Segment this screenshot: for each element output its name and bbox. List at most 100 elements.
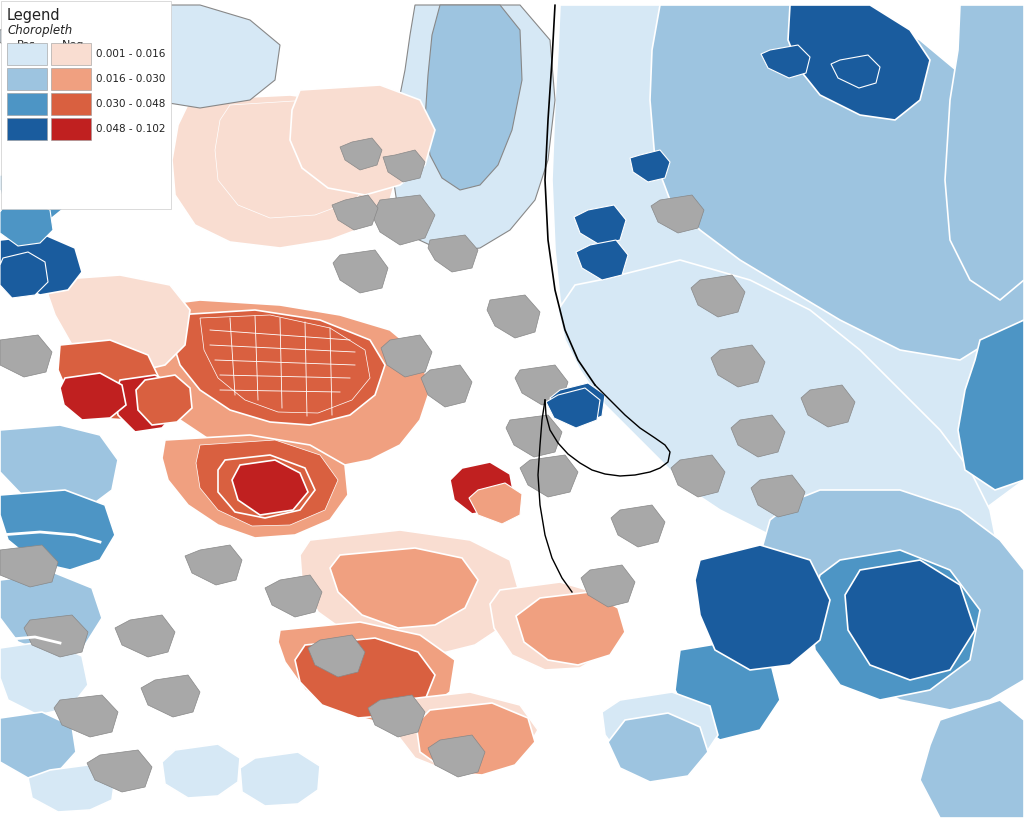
Polygon shape [751, 475, 805, 517]
Bar [7, 68, 47, 90]
Polygon shape [0, 425, 118, 510]
Polygon shape [487, 295, 540, 338]
Bar [51, 93, 91, 115]
Polygon shape [691, 275, 745, 317]
Polygon shape [552, 5, 1024, 540]
Polygon shape [760, 490, 1024, 710]
Polygon shape [172, 95, 400, 248]
Polygon shape [558, 260, 1000, 620]
Polygon shape [845, 560, 975, 680]
Polygon shape [54, 695, 118, 737]
Polygon shape [651, 195, 705, 233]
Polygon shape [172, 310, 385, 425]
Text: 0.030 - 0.048: 0.030 - 0.048 [96, 99, 165, 109]
Polygon shape [428, 735, 485, 777]
Polygon shape [506, 415, 562, 457]
Text: 0.001 - 0.016: 0.001 - 0.016 [96, 49, 165, 59]
Polygon shape [0, 170, 68, 220]
FancyBboxPatch shape [1, 1, 171, 209]
Polygon shape [115, 615, 175, 657]
Polygon shape [515, 365, 568, 405]
Polygon shape [332, 195, 378, 230]
Polygon shape [611, 505, 665, 547]
Polygon shape [290, 85, 435, 195]
Polygon shape [450, 462, 514, 514]
Bar [51, 43, 91, 65]
Text: Choropleth: Choropleth [7, 24, 73, 37]
Text: Legend: Legend [7, 8, 60, 23]
Polygon shape [141, 675, 200, 717]
Polygon shape [416, 703, 535, 775]
Polygon shape [425, 5, 522, 190]
Polygon shape [546, 388, 600, 428]
Polygon shape [390, 692, 538, 772]
Polygon shape [0, 573, 102, 655]
Polygon shape [48, 275, 190, 372]
Polygon shape [650, 5, 1024, 360]
Polygon shape [602, 692, 718, 772]
Polygon shape [520, 455, 578, 497]
Polygon shape [801, 385, 855, 427]
Bar [7, 43, 47, 65]
Polygon shape [630, 150, 670, 182]
Bar [7, 93, 47, 115]
Polygon shape [300, 530, 520, 655]
Polygon shape [0, 335, 52, 377]
Polygon shape [340, 138, 382, 170]
Polygon shape [469, 483, 522, 524]
Polygon shape [0, 712, 76, 778]
Polygon shape [278, 622, 455, 722]
Polygon shape [761, 45, 810, 78]
Polygon shape [368, 695, 425, 737]
Polygon shape [671, 455, 725, 497]
Polygon shape [711, 345, 765, 387]
Polygon shape [428, 235, 478, 272]
Polygon shape [0, 641, 88, 715]
Polygon shape [162, 744, 240, 798]
Polygon shape [920, 700, 1024, 818]
Polygon shape [831, 55, 880, 88]
Polygon shape [200, 315, 370, 413]
Text: Neg.: Neg. [62, 40, 88, 50]
Polygon shape [516, 592, 625, 665]
Polygon shape [788, 5, 930, 120]
Bar [51, 68, 91, 90]
Polygon shape [675, 640, 780, 740]
Polygon shape [60, 373, 126, 420]
Text: 0.048 - 0.102: 0.048 - 0.102 [96, 124, 166, 134]
Text: Pos.: Pos. [17, 40, 40, 50]
Polygon shape [218, 455, 315, 518]
Text: 0.016 - 0.030: 0.016 - 0.030 [96, 74, 165, 84]
Polygon shape [0, 252, 48, 298]
Polygon shape [0, 490, 115, 570]
Polygon shape [581, 565, 635, 607]
Polygon shape [162, 435, 348, 538]
Polygon shape [87, 750, 152, 792]
Polygon shape [295, 638, 435, 718]
Polygon shape [0, 545, 58, 587]
Polygon shape [215, 100, 380, 218]
Polygon shape [265, 575, 322, 617]
Polygon shape [232, 460, 308, 515]
Polygon shape [185, 545, 242, 585]
Polygon shape [381, 335, 432, 377]
Polygon shape [810, 550, 980, 700]
Polygon shape [115, 375, 178, 432]
Polygon shape [383, 150, 425, 182]
Bar [51, 118, 91, 140]
Polygon shape [136, 375, 193, 425]
Polygon shape [0, 235, 82, 295]
Polygon shape [0, 200, 53, 246]
Polygon shape [333, 250, 388, 293]
Polygon shape [308, 635, 365, 677]
Polygon shape [490, 582, 622, 670]
Polygon shape [575, 240, 628, 280]
Polygon shape [574, 205, 626, 245]
Polygon shape [945, 5, 1024, 300]
Polygon shape [120, 300, 430, 468]
Polygon shape [695, 545, 830, 670]
Polygon shape [58, 340, 160, 420]
Polygon shape [372, 195, 435, 245]
Polygon shape [731, 415, 785, 457]
Polygon shape [330, 548, 478, 628]
